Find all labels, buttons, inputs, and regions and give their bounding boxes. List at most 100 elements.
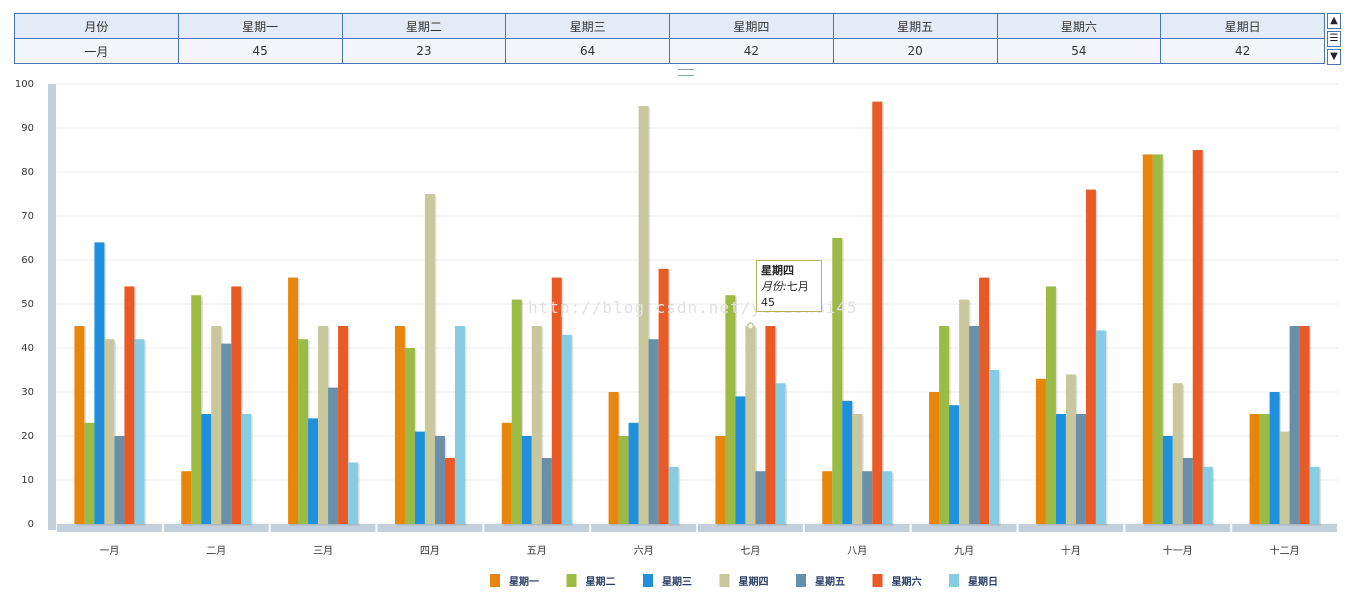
legend-swatch[interactable] bbox=[566, 574, 577, 587]
bar[interactable] bbox=[454, 326, 465, 524]
bar[interactable] bbox=[94, 242, 105, 524]
bar[interactable] bbox=[181, 471, 192, 524]
bar[interactable] bbox=[1172, 383, 1183, 524]
menu-icon[interactable]: ☰ bbox=[1327, 31, 1341, 47]
bar[interactable] bbox=[1249, 414, 1260, 524]
bar[interactable] bbox=[735, 396, 746, 524]
legend-item[interactable]: 星期一 bbox=[509, 575, 539, 588]
bar[interactable] bbox=[872, 101, 883, 524]
legend-item[interactable]: 星期六 bbox=[892, 575, 922, 588]
bar[interactable] bbox=[745, 326, 756, 524]
bar[interactable] bbox=[959, 299, 970, 524]
legend-item[interactable]: 星期二 bbox=[586, 575, 616, 588]
bar[interactable] bbox=[668, 466, 679, 524]
table-cell[interactable]: 54 bbox=[996, 38, 1162, 64]
bar[interactable] bbox=[832, 238, 843, 524]
legend-item[interactable]: 星期四 bbox=[739, 575, 769, 588]
column-header[interactable]: 星期四 bbox=[669, 13, 834, 39]
bar[interactable] bbox=[715, 436, 726, 524]
table-cell[interactable]: 64 bbox=[505, 38, 670, 64]
bar[interactable] bbox=[1299, 326, 1310, 524]
grid-scrollbar[interactable]: ▲ ☰ ▼ bbox=[1327, 13, 1341, 66]
bar[interactable] bbox=[74, 326, 85, 524]
bar[interactable] bbox=[1182, 458, 1193, 524]
bar[interactable] bbox=[104, 339, 115, 524]
bar[interactable] bbox=[1202, 466, 1213, 524]
legend-item[interactable]: 星期日 bbox=[968, 575, 998, 588]
scroll-up-icon[interactable]: ▲ bbox=[1327, 13, 1341, 29]
bar[interactable] bbox=[1259, 414, 1270, 524]
bar[interactable] bbox=[511, 299, 522, 524]
bar[interactable] bbox=[822, 471, 833, 524]
bar[interactable] bbox=[765, 326, 776, 524]
bar[interactable] bbox=[444, 458, 455, 524]
bar[interactable] bbox=[191, 295, 202, 524]
bar[interactable] bbox=[1045, 286, 1056, 524]
bar[interactable] bbox=[521, 436, 532, 524]
bar[interactable] bbox=[404, 348, 415, 524]
bar[interactable] bbox=[939, 326, 950, 524]
table-cell[interactable]: 42 bbox=[669, 38, 834, 64]
bar[interactable] bbox=[241, 414, 252, 524]
bar[interactable] bbox=[231, 286, 242, 524]
bar[interactable] bbox=[434, 436, 445, 524]
bar[interactable] bbox=[541, 458, 552, 524]
bar[interactable] bbox=[1055, 414, 1066, 524]
table-cell[interactable]: 一月 bbox=[14, 38, 179, 64]
table-row[interactable]: 一月 45 23 64 42 20 54 42 bbox=[14, 38, 1325, 64]
column-header[interactable]: 星期五 bbox=[832, 13, 998, 39]
bar[interactable] bbox=[949, 405, 960, 524]
bar[interactable] bbox=[201, 414, 212, 524]
legend-swatch[interactable] bbox=[872, 574, 883, 587]
bar[interactable] bbox=[221, 343, 232, 524]
legend-swatch[interactable] bbox=[796, 574, 806, 587]
table-cell[interactable]: 45 bbox=[177, 38, 343, 64]
bar[interactable] bbox=[288, 277, 299, 524]
resize-splitter-handle[interactable] bbox=[678, 69, 694, 76]
bar[interactable] bbox=[648, 339, 659, 524]
bar[interactable] bbox=[551, 277, 562, 524]
bar[interactable] bbox=[1085, 189, 1096, 524]
bar[interactable] bbox=[114, 436, 125, 524]
bar[interactable] bbox=[842, 400, 853, 524]
bar[interactable] bbox=[638, 106, 649, 524]
bar[interactable] bbox=[211, 326, 222, 524]
bar[interactable] bbox=[1289, 326, 1300, 524]
bar[interactable] bbox=[414, 431, 425, 524]
table-cell[interactable]: 20 bbox=[832, 38, 998, 64]
bar[interactable] bbox=[989, 370, 1000, 524]
bar[interactable] bbox=[1162, 436, 1173, 524]
bar[interactable] bbox=[979, 277, 990, 524]
bar[interactable] bbox=[608, 392, 619, 524]
bar[interactable] bbox=[124, 286, 135, 524]
bar[interactable] bbox=[561, 334, 572, 524]
legend-swatch[interactable] bbox=[949, 574, 959, 587]
bar[interactable] bbox=[1095, 330, 1106, 524]
bar[interactable] bbox=[969, 326, 980, 524]
bar[interactable] bbox=[929, 392, 940, 524]
bar[interactable] bbox=[1279, 431, 1290, 524]
column-header[interactable]: 月份 bbox=[14, 13, 179, 39]
bar[interactable] bbox=[1269, 392, 1280, 524]
bar[interactable] bbox=[348, 462, 359, 524]
bar[interactable] bbox=[775, 383, 786, 524]
bar[interactable] bbox=[755, 471, 766, 524]
bar[interactable] bbox=[852, 414, 863, 524]
bar[interactable] bbox=[501, 422, 512, 524]
bar[interactable] bbox=[1035, 378, 1046, 524]
legend-item[interactable]: 星期五 bbox=[815, 575, 845, 588]
legend-swatch[interactable] bbox=[719, 574, 730, 587]
legend-swatch[interactable] bbox=[490, 574, 500, 587]
bar[interactable] bbox=[725, 295, 736, 524]
bar[interactable] bbox=[394, 326, 405, 524]
bar[interactable] bbox=[84, 422, 95, 524]
bar[interactable] bbox=[658, 268, 669, 524]
bar[interactable] bbox=[1192, 150, 1203, 524]
bar[interactable] bbox=[628, 422, 639, 524]
bar[interactable] bbox=[1152, 154, 1163, 524]
column-header[interactable]: 星期二 bbox=[341, 13, 507, 39]
bar[interactable] bbox=[424, 194, 435, 524]
bar[interactable] bbox=[531, 326, 542, 524]
table-cell[interactable]: 23 bbox=[341, 38, 507, 64]
bar[interactable] bbox=[298, 339, 309, 524]
